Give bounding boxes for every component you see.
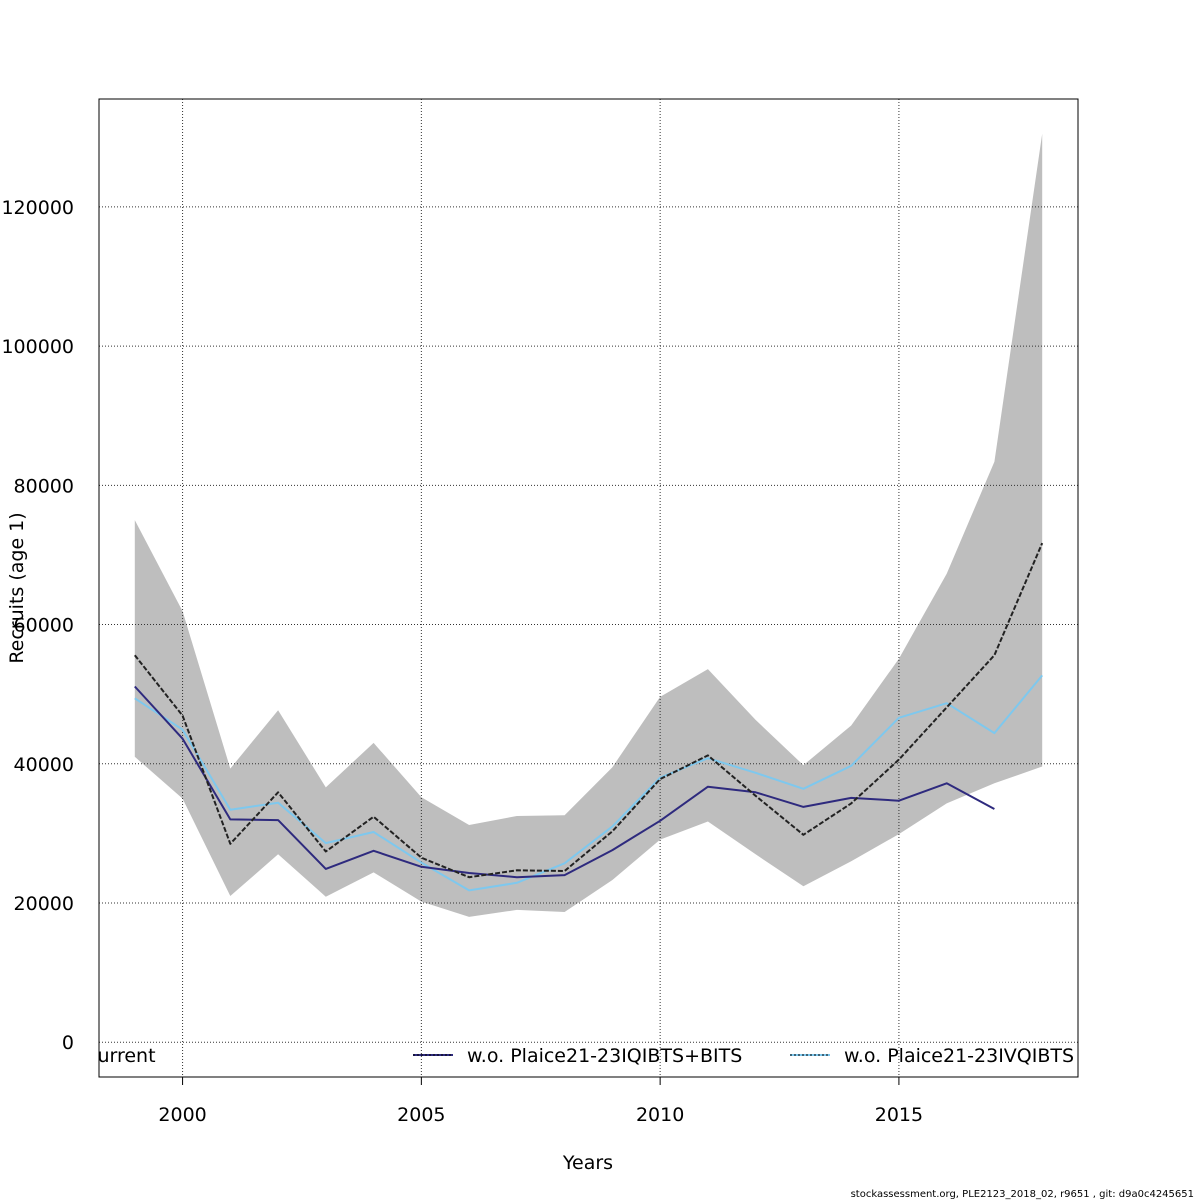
x-tick-label-2005: 2005	[397, 1104, 445, 1126]
plot-frame	[98, 98, 1079, 1078]
y-tick-label-20000: 20000	[14, 893, 74, 915]
x-axis-ticks: 2000 2005 2010 2015	[158, 1077, 923, 1126]
legend: current w.o. Plaice21-23IQIBTS+BITS w.o. P…	[87, 1045, 1074, 1067]
confidence-band-layer	[134, 133, 1043, 917]
x-tick-label-2010: 2010	[636, 1104, 684, 1126]
legend-label-current: current	[87, 1045, 156, 1067]
footer-credit: stockassessment.org, PLE2123_2018_02, r9…	[851, 1189, 1194, 1200]
y-tick-label-0: 0	[62, 1032, 74, 1054]
y-axis-title: Recruits (age 1)	[6, 512, 28, 663]
y-tick-label-80000: 80000	[14, 475, 74, 497]
series-line-0	[134, 542, 1044, 879]
series-line-2	[134, 674, 1043, 892]
x-axis-title: Years	[562, 1152, 613, 1174]
y-tick-label-100000: 100000	[1, 336, 74, 358]
legend-label-iqibts-bits: w.o. Plaice21-23IQIBTS+BITS	[467, 1045, 742, 1067]
legend-label-ivqibts: w.o. Plaice21-23IVQIBTS	[844, 1045, 1074, 1067]
y-tick-label-120000: 120000	[1, 197, 74, 219]
y-axis-ticks: 0 20000 40000 60000 80000 100000 120000	[1, 197, 74, 1054]
plot-area: current w.o. Plaice21-23IQIBTS+BITS w.o. P…	[87, 99, 1078, 1077]
confidence-band	[134, 133, 1043, 917]
y-tick-label-60000: 60000	[14, 615, 74, 637]
grid-layer	[99, 99, 1078, 1077]
series-layer	[134, 542, 1044, 892]
y-tick-label-40000: 40000	[14, 754, 74, 776]
x-tick-label-2015: 2015	[875, 1104, 923, 1126]
series-line-1	[134, 685, 995, 879]
x-tick-label-2000: 2000	[158, 1104, 206, 1126]
